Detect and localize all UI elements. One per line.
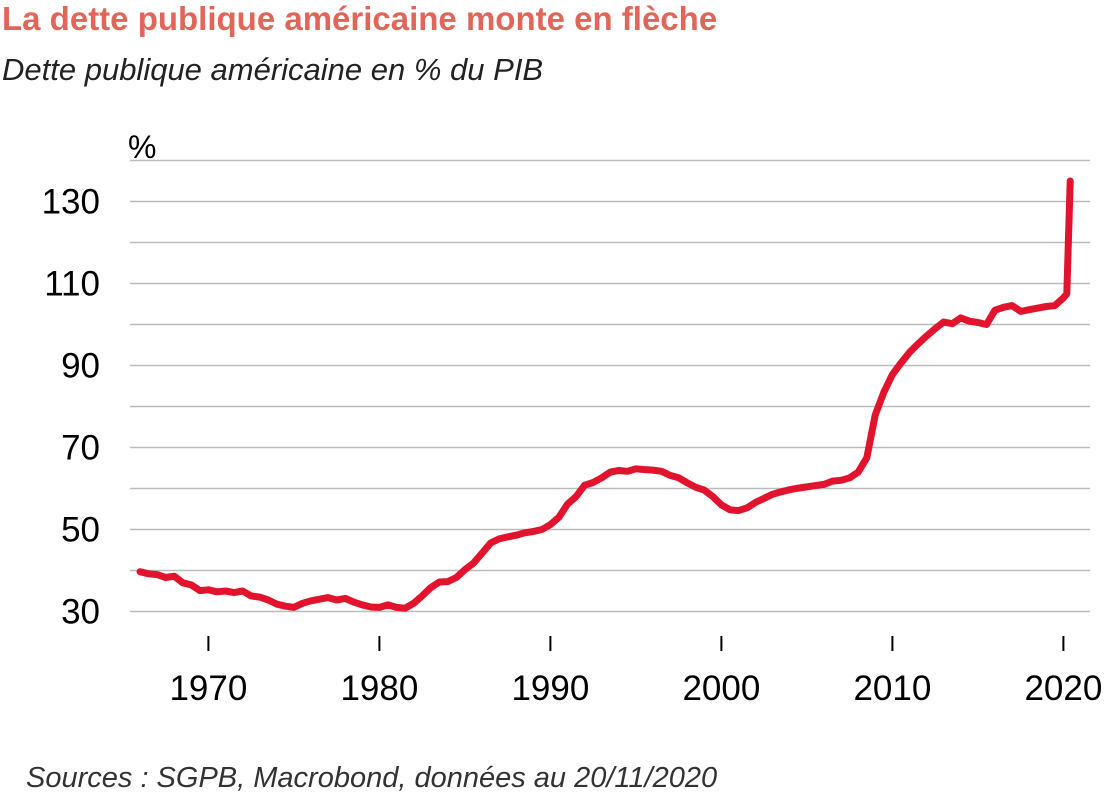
y-axis-ticks: 30 50 70 90 110 130 — [42, 183, 100, 632]
y-tick-label-30: 30 — [61, 593, 100, 632]
series-line-dette-publique — [136, 177, 1074, 612]
chart-source: Sources : SGPB, Macrobond, données au 20… — [26, 762, 718, 794]
chart-title: La dette publique américaine monte en fl… — [2, 0, 718, 37]
gridlines — [130, 159, 1090, 613]
y-tick-label-90: 90 — [61, 347, 100, 386]
x-axis-ticks: 1970 1980 1990 2000 2010 2020 — [169, 636, 1102, 708]
x-tick-label-1990: 1990 — [511, 669, 589, 708]
x-tick-label-1980: 1980 — [340, 669, 418, 708]
x-tick-label-2000: 2000 — [682, 669, 760, 708]
y-tick-label-130: 130 — [42, 183, 100, 222]
y-tick-label-50: 50 — [61, 511, 100, 550]
x-tick-label-1970: 1970 — [169, 669, 247, 708]
y-tick-label-70: 70 — [61, 429, 100, 468]
y-tick-label-110: 110 — [44, 265, 100, 304]
y-axis-unit-label: % — [128, 129, 156, 165]
x-tick-label-2010: 2010 — [853, 669, 931, 708]
x-tick-label-2020: 2020 — [1024, 669, 1102, 708]
chart-subtitle: Dette publique américaine en % du PIB — [2, 52, 544, 87]
